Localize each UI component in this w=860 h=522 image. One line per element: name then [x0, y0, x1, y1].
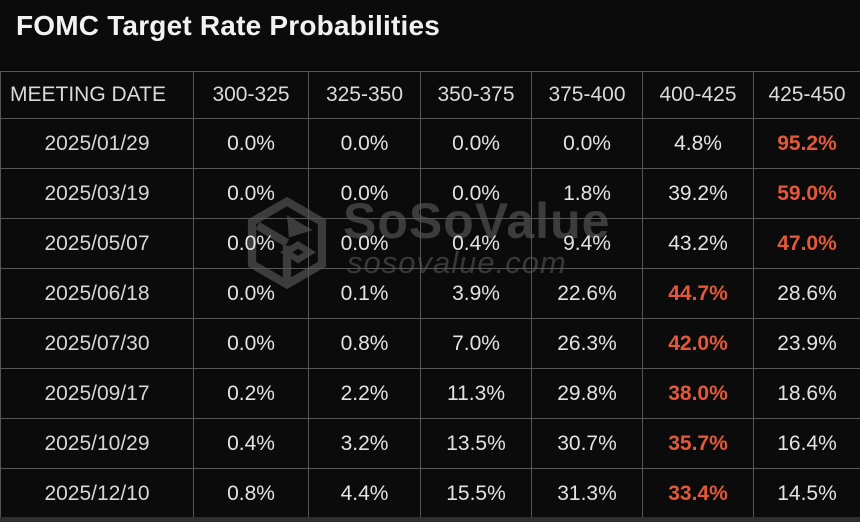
table-row: 2025/05/07 0.0% 0.0% 0.4% 9.4% 43.2% 47.0%	[0, 218, 860, 269]
probability-cell: 1.8%	[531, 168, 643, 219]
probability-cell: 35.7%	[642, 418, 754, 469]
meeting-date-cell: 2025/01/29	[0, 118, 194, 169]
table-row: 2025/01/29 0.0% 0.0% 0.0% 0.0% 4.8% 95.2%	[0, 118, 860, 169]
probability-cell: 0.0%	[420, 118, 532, 169]
header-row: MEETING DATE 300-325 325-350 350-375 375-400…	[0, 71, 860, 119]
probability-cell: 29.8%	[531, 368, 643, 419]
probability-cell: 0.0%	[531, 118, 643, 169]
probability-cell: 26.3%	[531, 318, 643, 369]
meeting-date-header: MEETING DATE	[0, 71, 194, 119]
bottom-edge	[0, 517, 860, 522]
probability-cell: 59.0%	[753, 168, 860, 219]
rate-range-header: 400-425	[642, 71, 754, 119]
probability-cell: 0.4%	[193, 418, 309, 469]
probability-cell: 31.3%	[531, 468, 643, 519]
probability-cell: 0.0%	[193, 118, 309, 169]
probability-cell: 14.5%	[753, 468, 860, 519]
probability-cell: 13.5%	[420, 418, 532, 469]
probability-cell: 33.4%	[642, 468, 754, 519]
rate-table: MEETING DATE 300-325 325-350 350-375 375-400…	[0, 71, 860, 519]
rate-range-header: 350-375	[420, 71, 532, 119]
probability-cell: 0.0%	[308, 218, 421, 269]
rate-range-header: 425-450	[753, 71, 860, 119]
probability-cell: 2.2%	[308, 368, 421, 419]
probability-cell: 0.0%	[308, 118, 421, 169]
probability-cell: 44.7%	[642, 268, 754, 319]
rate-range-header: 375-400	[531, 71, 643, 119]
probability-cell: 0.8%	[193, 468, 309, 519]
meeting-date-cell: 2025/09/17	[0, 368, 194, 419]
probability-cell: 0.0%	[193, 218, 309, 269]
probability-cell: 0.4%	[420, 218, 532, 269]
probability-cell: 11.3%	[420, 368, 532, 419]
probability-cell: 30.7%	[531, 418, 643, 469]
probability-cell: 38.0%	[642, 368, 754, 419]
probability-cell: 3.9%	[420, 268, 532, 319]
meeting-date-cell: 2025/12/10	[0, 468, 194, 519]
probability-cell: 39.2%	[642, 168, 754, 219]
probability-cell: 0.1%	[308, 268, 421, 319]
probability-cell: 0.0%	[193, 268, 309, 319]
probability-cell: 0.0%	[193, 168, 309, 219]
meeting-date-cell: 2025/05/07	[0, 218, 194, 269]
probability-cell: 0.0%	[193, 318, 309, 369]
table-row: 2025/07/30 0.0% 0.8% 7.0% 26.3% 42.0% 23.9%	[0, 318, 860, 369]
probability-cell: 7.0%	[420, 318, 532, 369]
probability-cell: 22.6%	[531, 268, 643, 319]
meeting-date-cell: 2025/03/19	[0, 168, 194, 219]
table-row: 2025/06/18 0.0% 0.1% 3.9% 22.6% 44.7% 28.6%	[0, 268, 860, 319]
probability-cell: 15.5%	[420, 468, 532, 519]
table-body: 2025/01/29 0.0% 0.0% 0.0% 0.0% 4.8% 95.2% 2025/…	[0, 118, 860, 519]
meeting-date-cell: 2025/10/29	[0, 418, 194, 469]
table-row: 2025/10/29 0.4% 3.2% 13.5% 30.7% 35.7% 16.4%	[0, 418, 860, 469]
probability-cell: 9.4%	[531, 218, 643, 269]
meeting-date-cell: 2025/06/18	[0, 268, 194, 319]
probability-cell: 28.6%	[753, 268, 860, 319]
probability-cell: 0.0%	[420, 168, 532, 219]
probability-cell: 47.0%	[753, 218, 860, 269]
table-row: 2025/12/10 0.8% 4.4% 15.5% 31.3% 33.4% 14.5%	[0, 468, 860, 519]
probability-cell: 95.2%	[753, 118, 860, 169]
probability-cell: 18.6%	[753, 368, 860, 419]
rate-range-header: 300-325	[193, 71, 309, 119]
table-row: 2025/09/17 0.2% 2.2% 11.3% 29.8% 38.0% 18.6%	[0, 368, 860, 419]
probability-cell: 16.4%	[753, 418, 860, 469]
probability-cell: 0.0%	[308, 168, 421, 219]
probability-cell: 4.8%	[642, 118, 754, 169]
probability-cell: 4.4%	[308, 468, 421, 519]
table-row: 2025/03/19 0.0% 0.0% 0.0% 1.8% 39.2% 59.0%	[0, 168, 860, 219]
probability-cell: 23.9%	[753, 318, 860, 369]
probability-cell: 0.2%	[193, 368, 309, 419]
panel-title: FOMC Target Rate Probabilities	[16, 10, 440, 41]
probability-cell: 42.0%	[642, 318, 754, 369]
probability-cell: 0.8%	[308, 318, 421, 369]
meeting-date-cell: 2025/07/30	[0, 318, 194, 369]
rate-range-header: 325-350	[308, 71, 421, 119]
probability-cell: 3.2%	[308, 418, 421, 469]
probability-cell: 43.2%	[642, 218, 754, 269]
